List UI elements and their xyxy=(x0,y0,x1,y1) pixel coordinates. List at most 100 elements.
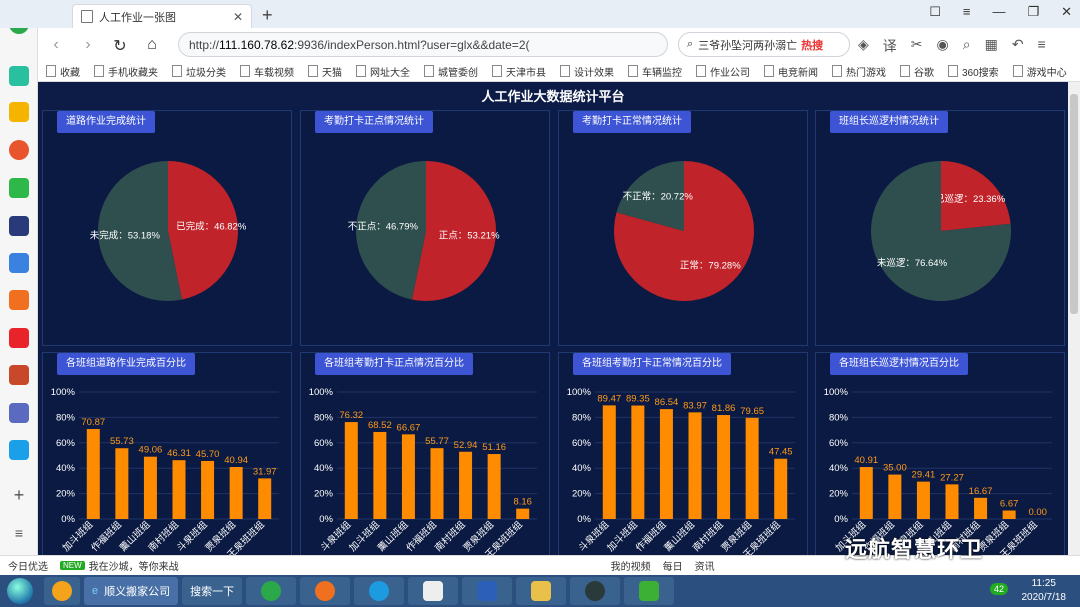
start-button[interactable] xyxy=(0,575,40,607)
taskbar-folder-icon[interactable] xyxy=(516,577,567,605)
bar[interactable] xyxy=(516,508,530,519)
pie-slice[interactable] xyxy=(941,161,1011,231)
bar[interactable] xyxy=(717,415,731,519)
sidebar-novel-icon[interactable] xyxy=(9,290,29,310)
url-field[interactable]: http://111.160.78.62:9936/indexPerson.ht… xyxy=(178,32,668,57)
new-tab-icon[interactable]: + xyxy=(262,5,273,25)
bar[interactable] xyxy=(745,417,759,519)
bar[interactable] xyxy=(487,454,501,519)
scissors-icon[interactable]: ✂ xyxy=(910,36,923,52)
bar[interactable] xyxy=(143,456,157,519)
pie-slice[interactable] xyxy=(356,161,426,300)
sidebar-news-icon[interactable] xyxy=(9,216,29,236)
taskbar-firefox-icon[interactable] xyxy=(300,577,351,605)
back-icon[interactable]: ‹ xyxy=(53,36,59,53)
taskbar-app-icon[interactable] xyxy=(570,577,621,605)
sidebar-game-icon[interactable] xyxy=(9,365,29,385)
bookmark-item[interactable]: 作业公司 xyxy=(696,64,750,79)
taskbar-wechat-icon[interactable] xyxy=(624,577,675,605)
forward-icon[interactable]: › xyxy=(85,36,91,53)
bar[interactable] xyxy=(115,448,129,519)
pie-slice[interactable] xyxy=(616,161,684,231)
tab-active[interactable]: 人工作业一张图 ✕ xyxy=(72,4,252,28)
bar[interactable] xyxy=(974,497,988,519)
bar[interactable] xyxy=(229,467,243,519)
taskbar-chat-icon[interactable] xyxy=(354,577,405,605)
sidebar-star-icon[interactable] xyxy=(9,102,29,122)
pie-slice[interactable] xyxy=(97,161,182,301)
bar[interactable] xyxy=(688,412,702,519)
taskbar-file-icon[interactable] xyxy=(408,577,459,605)
sidebar-weibo-icon[interactable] xyxy=(9,140,29,160)
menu-icon[interactable]: ≡ xyxy=(962,4,971,19)
pie-slice[interactable] xyxy=(411,161,497,301)
more-icon[interactable]: ≡ xyxy=(1037,36,1046,52)
bar[interactable] xyxy=(86,428,100,519)
system-clock[interactable]: 11:25 2020/7/18 xyxy=(1022,577,1067,605)
sidebar-mail-icon[interactable] xyxy=(9,178,29,198)
taskbar-browser-icon[interactable] xyxy=(246,577,297,605)
minimize-icon[interactable]: — xyxy=(992,4,1006,19)
bookmark-item[interactable]: 电竞新闻 xyxy=(764,64,818,79)
status-item-game[interactable]: 我在沙城，等你来战 xyxy=(88,562,179,573)
bookmark-item[interactable]: 手机收藏夹 xyxy=(94,64,158,79)
taskbar-word-icon[interactable] xyxy=(462,577,513,605)
bookmark-item[interactable]: 城管委创 xyxy=(424,64,478,79)
pie-slice[interactable] xyxy=(168,161,238,300)
pie-slice[interactable] xyxy=(871,161,1011,301)
bookmark-item[interactable]: 设计效果 xyxy=(560,64,614,79)
grid-icon[interactable]: ▦ xyxy=(984,36,998,52)
reload-icon[interactable]: ↻ xyxy=(113,38,127,55)
undo-icon[interactable]: ↶ xyxy=(1011,36,1024,52)
tray-badge[interactable]: 42 xyxy=(989,583,1008,595)
bookmark-item[interactable]: 垃圾分类 xyxy=(172,64,226,79)
magnifier-icon[interactable]: ⌕ xyxy=(962,36,971,52)
taskbar-ie-window[interactable]: e 顺义搬家公司 xyxy=(84,577,179,605)
bookmark-item[interactable]: 车辆监控 xyxy=(628,64,682,79)
bar[interactable] xyxy=(945,484,959,519)
sidebar-add-icon[interactable]: + xyxy=(13,485,25,505)
taskbar-search-button[interactable]: 搜索一下 xyxy=(182,577,243,605)
status-item-video[interactable]: 我的视频 xyxy=(610,562,651,573)
sidebar-plus-icon[interactable] xyxy=(9,66,29,86)
status-item-news[interactable]: 资讯 xyxy=(694,562,715,573)
bookmark-item[interactable]: 天猫 xyxy=(308,64,342,79)
restore-icon[interactable]: ❐ xyxy=(1027,4,1040,19)
status-item-daily[interactable]: 每日 xyxy=(662,562,683,573)
sidebar-p-icon[interactable] xyxy=(9,440,29,460)
bar[interactable] xyxy=(888,474,902,519)
sidebar-menu-icon[interactable]: ≡ xyxy=(14,525,24,541)
bar[interactable] xyxy=(430,448,444,519)
bar[interactable] xyxy=(344,422,358,519)
sidebar-doc-icon[interactable] xyxy=(9,253,29,273)
bar[interactable] xyxy=(201,460,215,519)
bar[interactable] xyxy=(1002,510,1016,519)
taskbar-qq-icon[interactable] xyxy=(44,577,80,605)
bookmark-item[interactable]: 收藏 xyxy=(46,64,80,79)
bookmark-item[interactable]: 360搜索 xyxy=(948,64,999,79)
bookmark-item[interactable]: 热门游戏 xyxy=(832,64,886,79)
gamepad-icon[interactable]: ◉ xyxy=(936,36,949,52)
bar[interactable] xyxy=(459,451,473,519)
bar[interactable] xyxy=(774,458,788,519)
scrollbar[interactable] xyxy=(1068,82,1080,555)
sidebar-shop-icon[interactable] xyxy=(9,328,29,348)
bar[interactable] xyxy=(373,431,387,519)
bar[interactable] xyxy=(631,405,645,519)
sidebar-game2-icon[interactable] xyxy=(9,403,29,423)
bookmark-item[interactable]: 网址大全 xyxy=(356,64,410,79)
bar[interactable] xyxy=(916,481,930,519)
bookmark-item[interactable]: 天津市县 xyxy=(492,64,546,79)
close-window-icon[interactable]: ✕ xyxy=(1061,4,1072,19)
translate-icon[interactable]: 译 xyxy=(882,38,897,54)
home-icon[interactable]: ⌂ xyxy=(147,36,157,53)
bookmark-item[interactable]: 游戏中心 xyxy=(1013,64,1067,79)
status-item-today[interactable]: 今日优选 xyxy=(8,562,48,573)
bar[interactable] xyxy=(859,467,873,519)
search-field[interactable]: ⌕ 三爷孙坠河两孙溺亡 热搜 xyxy=(678,32,850,57)
bar[interactable] xyxy=(659,409,673,519)
shirt-icon[interactable]: ☐ xyxy=(929,4,941,19)
bar[interactable] xyxy=(401,434,415,519)
close-tab-icon[interactable]: ✕ xyxy=(232,9,243,24)
bar[interactable] xyxy=(172,460,186,519)
